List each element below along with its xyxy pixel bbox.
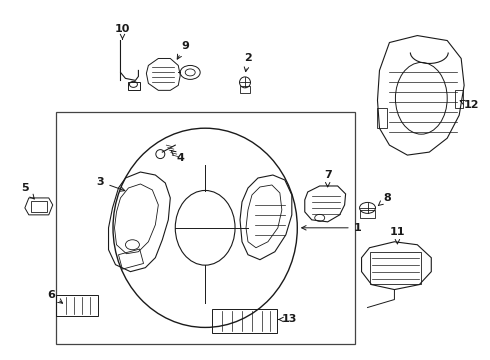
Bar	[128, 82, 141, 90]
Text: 13: 13	[279, 314, 297, 324]
Text: 10: 10	[115, 24, 130, 39]
Text: 6: 6	[47, 289, 63, 303]
Text: 3: 3	[97, 177, 125, 191]
Bar	[360, 210, 375, 218]
Text: 9: 9	[177, 41, 189, 59]
Bar	[212, 310, 277, 333]
Bar	[377, 108, 388, 128]
Bar	[56, 294, 98, 316]
Text: 11: 11	[390, 227, 405, 244]
Text: 5: 5	[21, 183, 34, 199]
Text: 7: 7	[324, 170, 332, 187]
Text: 4: 4	[171, 150, 184, 163]
Bar	[240, 86, 250, 93]
Bar	[455, 90, 463, 108]
Text: 12: 12	[460, 100, 479, 110]
Text: 1: 1	[302, 223, 362, 233]
Bar	[56, 112, 355, 345]
Text: 2: 2	[244, 54, 252, 72]
Text: 8: 8	[378, 193, 392, 206]
Bar	[31, 201, 47, 212]
Bar	[119, 249, 144, 269]
Bar	[369, 252, 421, 284]
